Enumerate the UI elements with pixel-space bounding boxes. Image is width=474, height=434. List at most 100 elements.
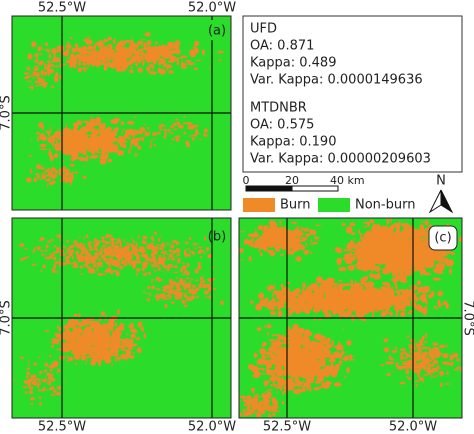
burn-patch xyxy=(207,289,210,294)
burn-patch xyxy=(92,49,97,52)
burn-patch xyxy=(36,72,40,76)
burn-patch xyxy=(391,286,394,290)
burn-patch xyxy=(401,289,406,296)
burn-patch xyxy=(51,344,54,348)
burn-patch xyxy=(24,381,29,384)
burn-patch xyxy=(397,290,401,295)
burn-patch xyxy=(116,262,119,266)
burn-patch xyxy=(125,354,128,361)
burn-patch xyxy=(46,389,49,391)
burn-patch xyxy=(77,67,82,73)
burn-patch xyxy=(192,243,198,246)
burn-patch xyxy=(369,273,373,279)
burn-patch xyxy=(43,78,46,82)
burn-patch xyxy=(142,235,148,240)
burn-patch xyxy=(102,239,105,244)
panel-b-map xyxy=(12,218,231,418)
burn-patch xyxy=(26,255,29,258)
burn-patch xyxy=(41,388,46,392)
burn-patch xyxy=(136,255,139,258)
burn-patch xyxy=(309,381,314,384)
burn-patch xyxy=(68,250,72,254)
burn-patch xyxy=(140,49,143,55)
burn-patch xyxy=(302,228,310,232)
burn-patch xyxy=(57,327,62,329)
burn-patch xyxy=(73,313,78,317)
burn-patch xyxy=(50,340,56,344)
burn-patch xyxy=(191,291,197,295)
burn-patch xyxy=(163,129,168,132)
burn-patch xyxy=(438,302,442,308)
burn-patch xyxy=(313,236,318,240)
burn-patch xyxy=(350,289,357,294)
burn-patch xyxy=(78,329,83,335)
burn-patch xyxy=(65,259,70,263)
burn-patch xyxy=(90,358,98,363)
burn-patch xyxy=(289,309,293,313)
burn-patch xyxy=(48,148,51,152)
burn-patch xyxy=(40,167,46,170)
burn-patch xyxy=(302,379,305,382)
burn-patch xyxy=(362,318,367,322)
burn-patch xyxy=(168,279,173,283)
burn-patch xyxy=(290,335,293,339)
burn-patch xyxy=(407,298,410,300)
burn-patch xyxy=(430,264,432,269)
burn-patch xyxy=(192,46,197,49)
burn-patch xyxy=(23,72,30,75)
burn-patch xyxy=(108,43,111,47)
burn-patch xyxy=(405,246,413,255)
burn-patch xyxy=(129,58,132,62)
burn-patch xyxy=(399,274,407,278)
burn-patch xyxy=(420,297,428,301)
burn-patch xyxy=(163,287,168,289)
burn-patch xyxy=(85,362,87,365)
burn-patch xyxy=(273,361,278,364)
burn-patch xyxy=(89,256,94,259)
burn-patch xyxy=(286,384,293,390)
burn-patch xyxy=(370,219,373,221)
burn-patch xyxy=(277,340,281,343)
burn-patch xyxy=(66,57,69,59)
burn-patch xyxy=(88,128,93,132)
burn-patch xyxy=(200,280,206,284)
burn-patch xyxy=(34,53,39,58)
burn-patch xyxy=(154,269,157,272)
burn-patch xyxy=(185,59,192,63)
burn-patch xyxy=(119,48,125,54)
burn-patch xyxy=(107,158,113,163)
burn-patch xyxy=(280,335,286,341)
burn-patch xyxy=(89,155,98,159)
burn-patch xyxy=(293,340,298,346)
burn-patch xyxy=(279,253,285,256)
burn-patch xyxy=(141,253,147,257)
burn-patch xyxy=(136,337,140,341)
burn-patch xyxy=(289,334,292,342)
burn-patch xyxy=(146,253,148,256)
burn-patch xyxy=(93,130,101,134)
burn-patch xyxy=(94,349,101,351)
burn-patch xyxy=(121,254,126,258)
burn-patch xyxy=(146,40,152,46)
burn-patch xyxy=(435,249,439,254)
burn-patch xyxy=(45,375,47,378)
burn-patch xyxy=(312,307,321,313)
burn-patch xyxy=(164,290,170,293)
burn-patch xyxy=(165,46,170,53)
burn-patch xyxy=(98,316,102,321)
burn-patch xyxy=(249,300,254,304)
burn-patch xyxy=(266,331,269,336)
burn-patch xyxy=(352,248,362,250)
burn-patch xyxy=(84,165,87,167)
burn-patch xyxy=(283,340,290,345)
burn-patch xyxy=(135,240,137,244)
burn-patch xyxy=(151,253,155,257)
burn-patch xyxy=(104,341,111,348)
burn-patch xyxy=(62,128,70,133)
burn-patch xyxy=(118,138,126,143)
burn-patch xyxy=(419,255,422,260)
burn-patch xyxy=(69,181,72,186)
burn-patch xyxy=(108,139,111,142)
burn-patch xyxy=(130,237,133,240)
burn-patch xyxy=(156,247,160,250)
